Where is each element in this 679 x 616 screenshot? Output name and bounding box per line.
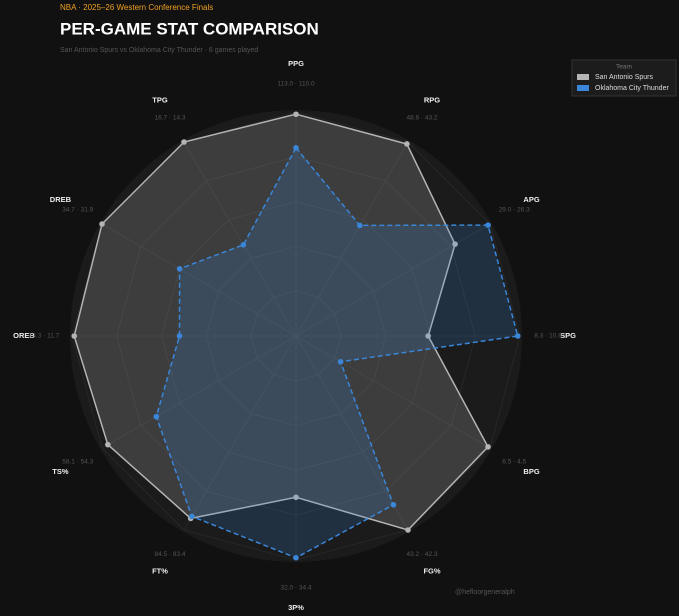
legend-label: San Antonio Spurs <box>595 74 653 81</box>
kicker: NBA · 2025–26 Western Conference Finals <box>60 3 213 12</box>
data-point <box>240 242 247 248</box>
axis-label: BPG <box>523 467 539 476</box>
legend-swatch <box>577 85 589 91</box>
spoke <box>295 335 491 449</box>
data-point <box>105 441 111 448</box>
spoke <box>295 335 409 531</box>
data-point <box>337 358 344 365</box>
data-point <box>189 513 195 520</box>
chart-title: PER-GAME STAT COMPARISON <box>60 19 319 38</box>
radar-grid <box>70 110 522 562</box>
legend-box <box>571 59 677 97</box>
axis-label: PPG <box>288 59 304 68</box>
axis-value-label: 58.1 · 54.3 <box>62 459 93 466</box>
axis-value-label: 32.0 · 34.4 <box>280 585 311 592</box>
data-point <box>176 333 183 339</box>
axis-value-label: 84.5 · 83.4 <box>154 551 185 558</box>
data-point <box>99 221 105 227</box>
data-point <box>357 222 363 229</box>
subtitle: San Antonio Spurs vs Oklahoma City Thund… <box>60 47 258 54</box>
data-point <box>452 241 458 247</box>
data-point <box>293 111 299 118</box>
spoke <box>101 223 297 337</box>
data-point <box>485 444 491 450</box>
data-point <box>405 527 411 533</box>
spoke <box>295 223 491 337</box>
axis-label: FT% <box>152 567 168 576</box>
data-point <box>425 333 431 339</box>
data-point <box>293 554 299 561</box>
spoke <box>101 335 297 449</box>
axis-value-label: 16.7 · 14.3 <box>154 114 185 121</box>
series <box>153 145 521 561</box>
axis-label: SPG <box>560 331 576 340</box>
data-point <box>71 333 78 339</box>
legend-title: Team <box>616 64 632 71</box>
axis-value-label: 48.6 · 43.2 <box>406 114 437 121</box>
axis-value-label: 43.2 · 42.3 <box>406 551 437 558</box>
axis-value-label: 8.3 · 10.8 <box>534 333 562 340</box>
series <box>71 111 491 533</box>
axis-value-label: 6.5 · 4.5 <box>502 459 526 466</box>
axis-label: APG <box>523 195 539 204</box>
data-point <box>153 413 160 420</box>
axis-label: FG% <box>423 567 440 576</box>
axis-value-label: 113.0 · 110.0 <box>277 81 315 88</box>
legend-label: Oklahoma City Thunder <box>595 85 669 92</box>
legend-swatch <box>577 74 589 80</box>
data-point <box>176 266 183 272</box>
credit: @hefloorgeneralph <box>455 589 515 596</box>
data-point <box>514 333 521 339</box>
axis-value-label: 13.3 · 11.7 <box>29 333 60 340</box>
data-point <box>390 501 397 508</box>
data-point <box>293 494 299 501</box>
spoke <box>295 141 409 337</box>
legend: Team San Antonio Spurs Oklahoma City Thun… <box>571 59 677 97</box>
data-point <box>404 141 410 147</box>
axis-label: DREB <box>50 195 72 204</box>
spoke <box>183 141 297 337</box>
axis-label: TS% <box>52 467 69 476</box>
spoke <box>183 335 297 531</box>
axis-label: 3P% <box>288 603 304 612</box>
axis-value-label: 34.7 · 31.9 <box>62 207 93 214</box>
axis-value-label: 29.0 · 26.3 <box>499 207 530 214</box>
data-point <box>293 145 299 151</box>
data-point <box>485 222 491 228</box>
axis-label: RPG <box>424 95 440 104</box>
axis-label: OREB <box>13 331 35 340</box>
axis-label: TPG <box>152 95 168 104</box>
data-point <box>181 139 187 145</box>
